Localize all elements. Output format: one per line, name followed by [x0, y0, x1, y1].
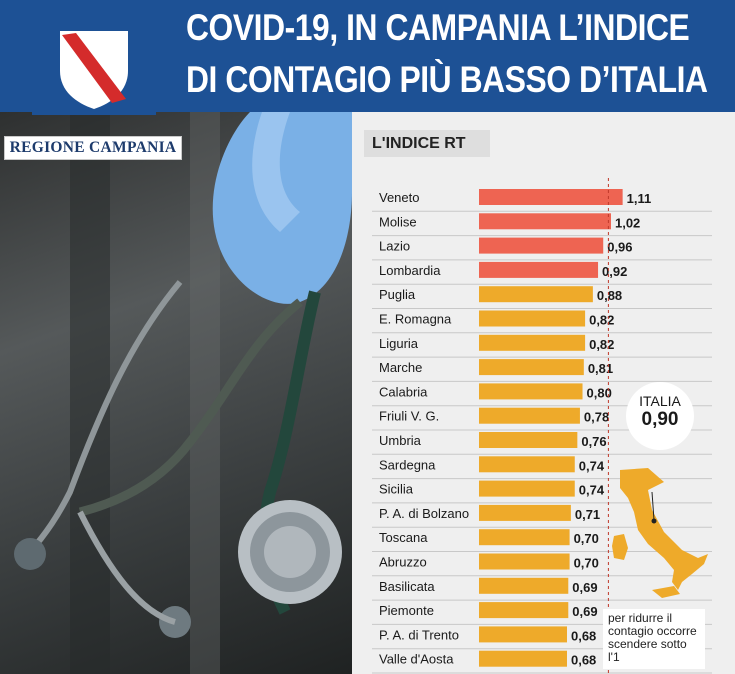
region-label: Friuli V. G. [379, 409, 439, 424]
value-label: 0,70 [574, 531, 599, 546]
italia-value: 0,90 [641, 409, 679, 430]
bar-umbria [479, 432, 578, 448]
italy-map-icon [612, 468, 708, 598]
bar-lazio [479, 237, 604, 254]
value-label: 0,69 [572, 580, 597, 595]
value-label: 1,02 [615, 215, 640, 230]
bar-toscana [479, 529, 570, 546]
region-label: E. Romagna [379, 312, 452, 327]
value-label: 0,80 [587, 385, 612, 400]
bar-abruzzo [479, 553, 570, 570]
value-label: 0,82 [589, 337, 614, 352]
bar-puglia [479, 286, 593, 303]
region-label: Umbria [379, 433, 422, 448]
threshold-note: per ridurre il contagio occorre scendere… [603, 609, 705, 669]
bar-liguria [479, 334, 586, 351]
bar-sicilia [479, 480, 575, 497]
earpiece-tip-left [14, 538, 46, 570]
italia-callout: ITALIA 0,90 [626, 382, 694, 450]
region-label: Toscana [379, 530, 428, 545]
value-label: 0,69 [572, 604, 597, 619]
bar-basilicata [479, 577, 569, 594]
region-label: P. A. di Bolzano [379, 506, 469, 521]
headline-line-1: COVID-19, IN CAMPANIA L’INDICE [186, 7, 690, 48]
bar-p-a-di-bolzano [479, 504, 571, 521]
value-label: 0,74 [579, 483, 605, 498]
region-label: Sicilia [379, 482, 414, 497]
region-label: Lazio [379, 239, 410, 254]
region-label: Valle d'Aosta [379, 652, 454, 667]
value-label: 0,88 [597, 288, 622, 303]
bar-molise [479, 213, 611, 230]
value-label: 0,82 [589, 313, 614, 328]
value-label: 0,92 [602, 264, 627, 279]
region-label: P. A. di Trento [379, 627, 459, 642]
value-label: 0,78 [584, 410, 609, 425]
regione-logo [32, 13, 156, 115]
bar-lombardia [479, 261, 599, 278]
italia-name: ITALIA [639, 393, 681, 409]
bar-calabria [479, 383, 583, 400]
value-label: 0,74 [579, 458, 605, 473]
bar-friuli-v-g- [479, 407, 580, 424]
chart-title: L'INDICE RT [364, 130, 490, 157]
region-label: Lombardia [379, 263, 441, 278]
region-label: Sardegna [379, 457, 436, 472]
region-label: Marche [379, 360, 422, 375]
bar-valle-d-aosta [479, 650, 567, 667]
headline-line-2: DI CONTAGIO PIÙ BASSO D’ITALIA [186, 59, 708, 100]
campania-shield-icon [60, 31, 128, 109]
value-label: 0,68 [571, 628, 596, 643]
value-label: 0,76 [581, 434, 606, 449]
value-label: 0,81 [588, 361, 613, 376]
callout-pointer [651, 491, 655, 521]
value-label: 0,96 [607, 240, 632, 255]
bar-veneto [479, 189, 623, 205]
value-label: 1,11 [627, 191, 652, 206]
region-label: Calabria [379, 384, 428, 399]
stethoscope-photo [0, 112, 352, 674]
region-label: Abruzzo [379, 555, 427, 570]
bar-e-romagna [479, 310, 586, 327]
region-label: Veneto [379, 190, 420, 205]
bar-p-a-di-trento [479, 626, 567, 643]
region-label: Puglia [379, 287, 416, 302]
rt-bar-chart: Veneto 1,11 Molise 1,02 Lazio 0,96 Lombardia 0,… [372, 178, 712, 674]
region-label: Basilicata [379, 579, 435, 594]
value-label: 0,71 [575, 507, 600, 522]
bar-piemonte [479, 602, 569, 619]
value-label: 0,70 [574, 556, 599, 571]
regione-campania-label: REGIONE CAMPANIA [4, 136, 182, 160]
region-label: Piemonte [379, 603, 434, 618]
bar-sardegna [479, 456, 575, 473]
region-label: Liguria [379, 336, 419, 351]
bar-marche [479, 359, 584, 376]
region-label: Molise [379, 214, 417, 229]
value-label: 0,68 [571, 653, 596, 668]
stethoscope-icon [14, 112, 352, 674]
tubing-left [78, 298, 303, 517]
